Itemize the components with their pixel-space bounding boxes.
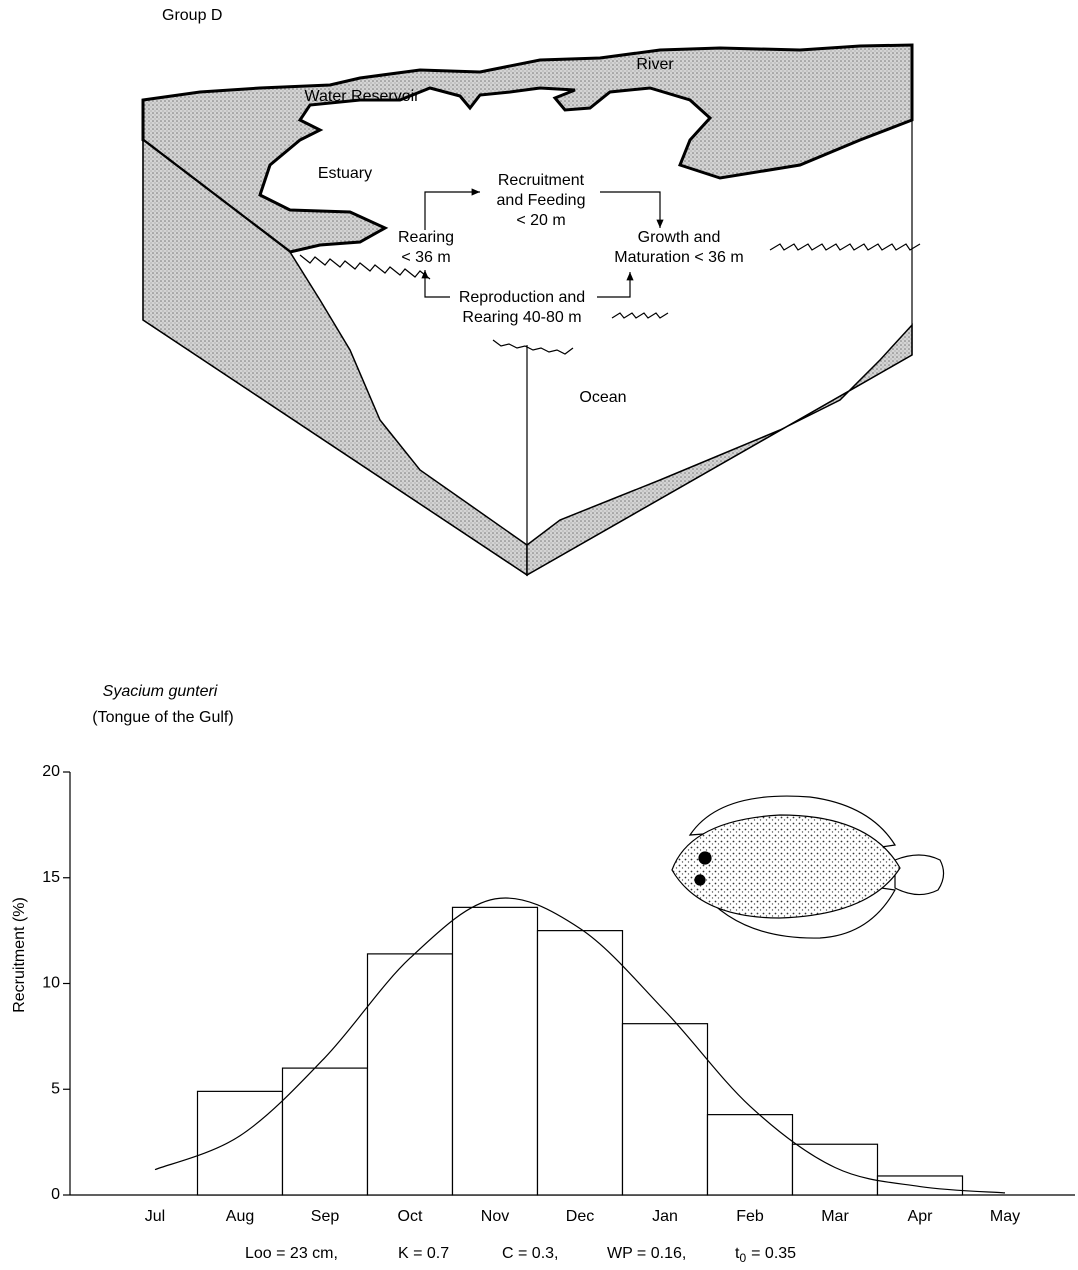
bar bbox=[623, 1024, 708, 1195]
fish-illustration bbox=[672, 796, 944, 938]
y-axis-label: Recruitment (%) bbox=[11, 897, 28, 1013]
x-tick-label: Mar bbox=[821, 1208, 849, 1225]
bar bbox=[198, 1091, 283, 1195]
arrow bbox=[597, 272, 630, 297]
stage-label: Recruitment bbox=[498, 172, 585, 189]
stage-label: < 36 m bbox=[401, 249, 450, 266]
y-tick-label: 20 bbox=[42, 763, 60, 780]
t0-subscript: 0 bbox=[739, 1251, 746, 1265]
x-tick-label: Sep bbox=[311, 1208, 340, 1225]
y-tick-label: 5 bbox=[51, 1080, 60, 1097]
contour bbox=[770, 244, 920, 250]
x-tick-label: May bbox=[990, 1208, 1020, 1225]
arrow bbox=[600, 192, 660, 228]
bar bbox=[708, 1115, 793, 1195]
contour bbox=[493, 340, 573, 354]
x-tick-label: Apr bbox=[908, 1208, 934, 1225]
x-tick-label: Aug bbox=[226, 1208, 254, 1225]
stage-label: Rearing 40-80 m bbox=[462, 309, 581, 326]
y-tick-label: 15 bbox=[42, 869, 60, 886]
footnote: C = 0.3, bbox=[502, 1245, 558, 1262]
footnote: WP = 0.16, bbox=[607, 1245, 686, 1262]
y-tick-label: 10 bbox=[42, 975, 60, 992]
x-tick-label: Jul bbox=[145, 1208, 165, 1225]
page: Group D River Water Reservoir Estuary Oc… bbox=[0, 0, 1078, 1270]
stage-label: Maturation < 36 m bbox=[614, 249, 743, 266]
bar bbox=[283, 1068, 368, 1195]
stage-label: Rearing bbox=[398, 229, 454, 246]
x-tick-label: Oct bbox=[398, 1208, 423, 1225]
stage-label: and Feeding bbox=[497, 192, 586, 209]
footnote: t0= 0.35 bbox=[735, 1245, 796, 1265]
bar bbox=[878, 1176, 963, 1195]
footnote: K = 0.7 bbox=[398, 1245, 449, 1262]
stage-label: Reproduction and bbox=[459, 289, 585, 306]
bar bbox=[453, 907, 538, 1195]
figure: Group D River Water Reservoir Estuary Oc… bbox=[0, 0, 1078, 1270]
chart-title: Syacium gunteri bbox=[103, 683, 218, 700]
t0-value: = 0.35 bbox=[751, 1245, 796, 1262]
x-tick-label: Feb bbox=[736, 1208, 764, 1225]
chart-subtitle: (Tongue of the Gulf) bbox=[92, 709, 233, 726]
right-face bbox=[527, 325, 912, 575]
group-label: Group D bbox=[162, 7, 222, 24]
left-face bbox=[143, 140, 527, 575]
y-tick-label: 0 bbox=[51, 1186, 60, 1203]
bar bbox=[793, 1144, 878, 1195]
stage-label: < 20 m bbox=[516, 212, 565, 229]
ocean-label: Ocean bbox=[579, 389, 626, 406]
reservoir-label: Water Reservoir bbox=[305, 88, 421, 105]
footnote: Loo = 23 cm, bbox=[245, 1245, 338, 1262]
river-label: River bbox=[636, 56, 674, 73]
stage-label: Growth and bbox=[638, 229, 721, 246]
x-tick-label: Jan bbox=[652, 1208, 678, 1225]
estuary-label: Estuary bbox=[318, 165, 372, 182]
x-tick-label: Nov bbox=[481, 1208, 509, 1225]
arrow bbox=[425, 270, 450, 297]
bar bbox=[538, 931, 623, 1195]
x-tick-label: Dec bbox=[566, 1208, 594, 1225]
contour bbox=[612, 313, 668, 318]
arrow bbox=[425, 192, 480, 230]
